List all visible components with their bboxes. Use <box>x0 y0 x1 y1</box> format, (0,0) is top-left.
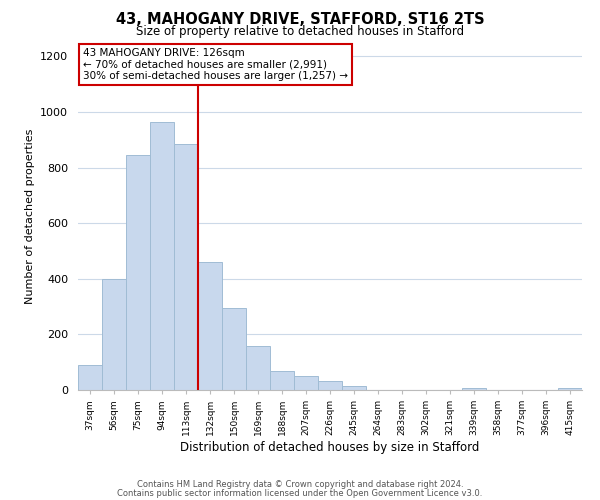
Bar <box>126 155 150 390</box>
Bar <box>342 386 366 390</box>
Text: Contains public sector information licensed under the Open Government Licence v3: Contains public sector information licen… <box>118 488 482 498</box>
Bar <box>462 388 486 390</box>
Y-axis label: Number of detached properties: Number of detached properties <box>25 128 35 304</box>
Bar <box>246 346 270 390</box>
Text: Size of property relative to detached houses in Stafford: Size of property relative to detached ho… <box>136 25 464 38</box>
Bar <box>198 262 222 390</box>
Bar <box>222 308 246 390</box>
Bar <box>78 365 102 390</box>
Bar <box>150 122 174 390</box>
Text: 43 MAHOGANY DRIVE: 126sqm
← 70% of detached houses are smaller (2,991)
30% of se: 43 MAHOGANY DRIVE: 126sqm ← 70% of detac… <box>83 48 348 81</box>
Bar <box>558 388 582 390</box>
X-axis label: Distribution of detached houses by size in Stafford: Distribution of detached houses by size … <box>181 441 479 454</box>
Bar <box>294 376 318 390</box>
Text: Contains HM Land Registry data © Crown copyright and database right 2024.: Contains HM Land Registry data © Crown c… <box>137 480 463 489</box>
Bar <box>318 381 342 390</box>
Bar <box>174 144 198 390</box>
Text: 43, MAHOGANY DRIVE, STAFFORD, ST16 2TS: 43, MAHOGANY DRIVE, STAFFORD, ST16 2TS <box>116 12 484 28</box>
Bar <box>270 371 294 390</box>
Bar <box>102 279 126 390</box>
